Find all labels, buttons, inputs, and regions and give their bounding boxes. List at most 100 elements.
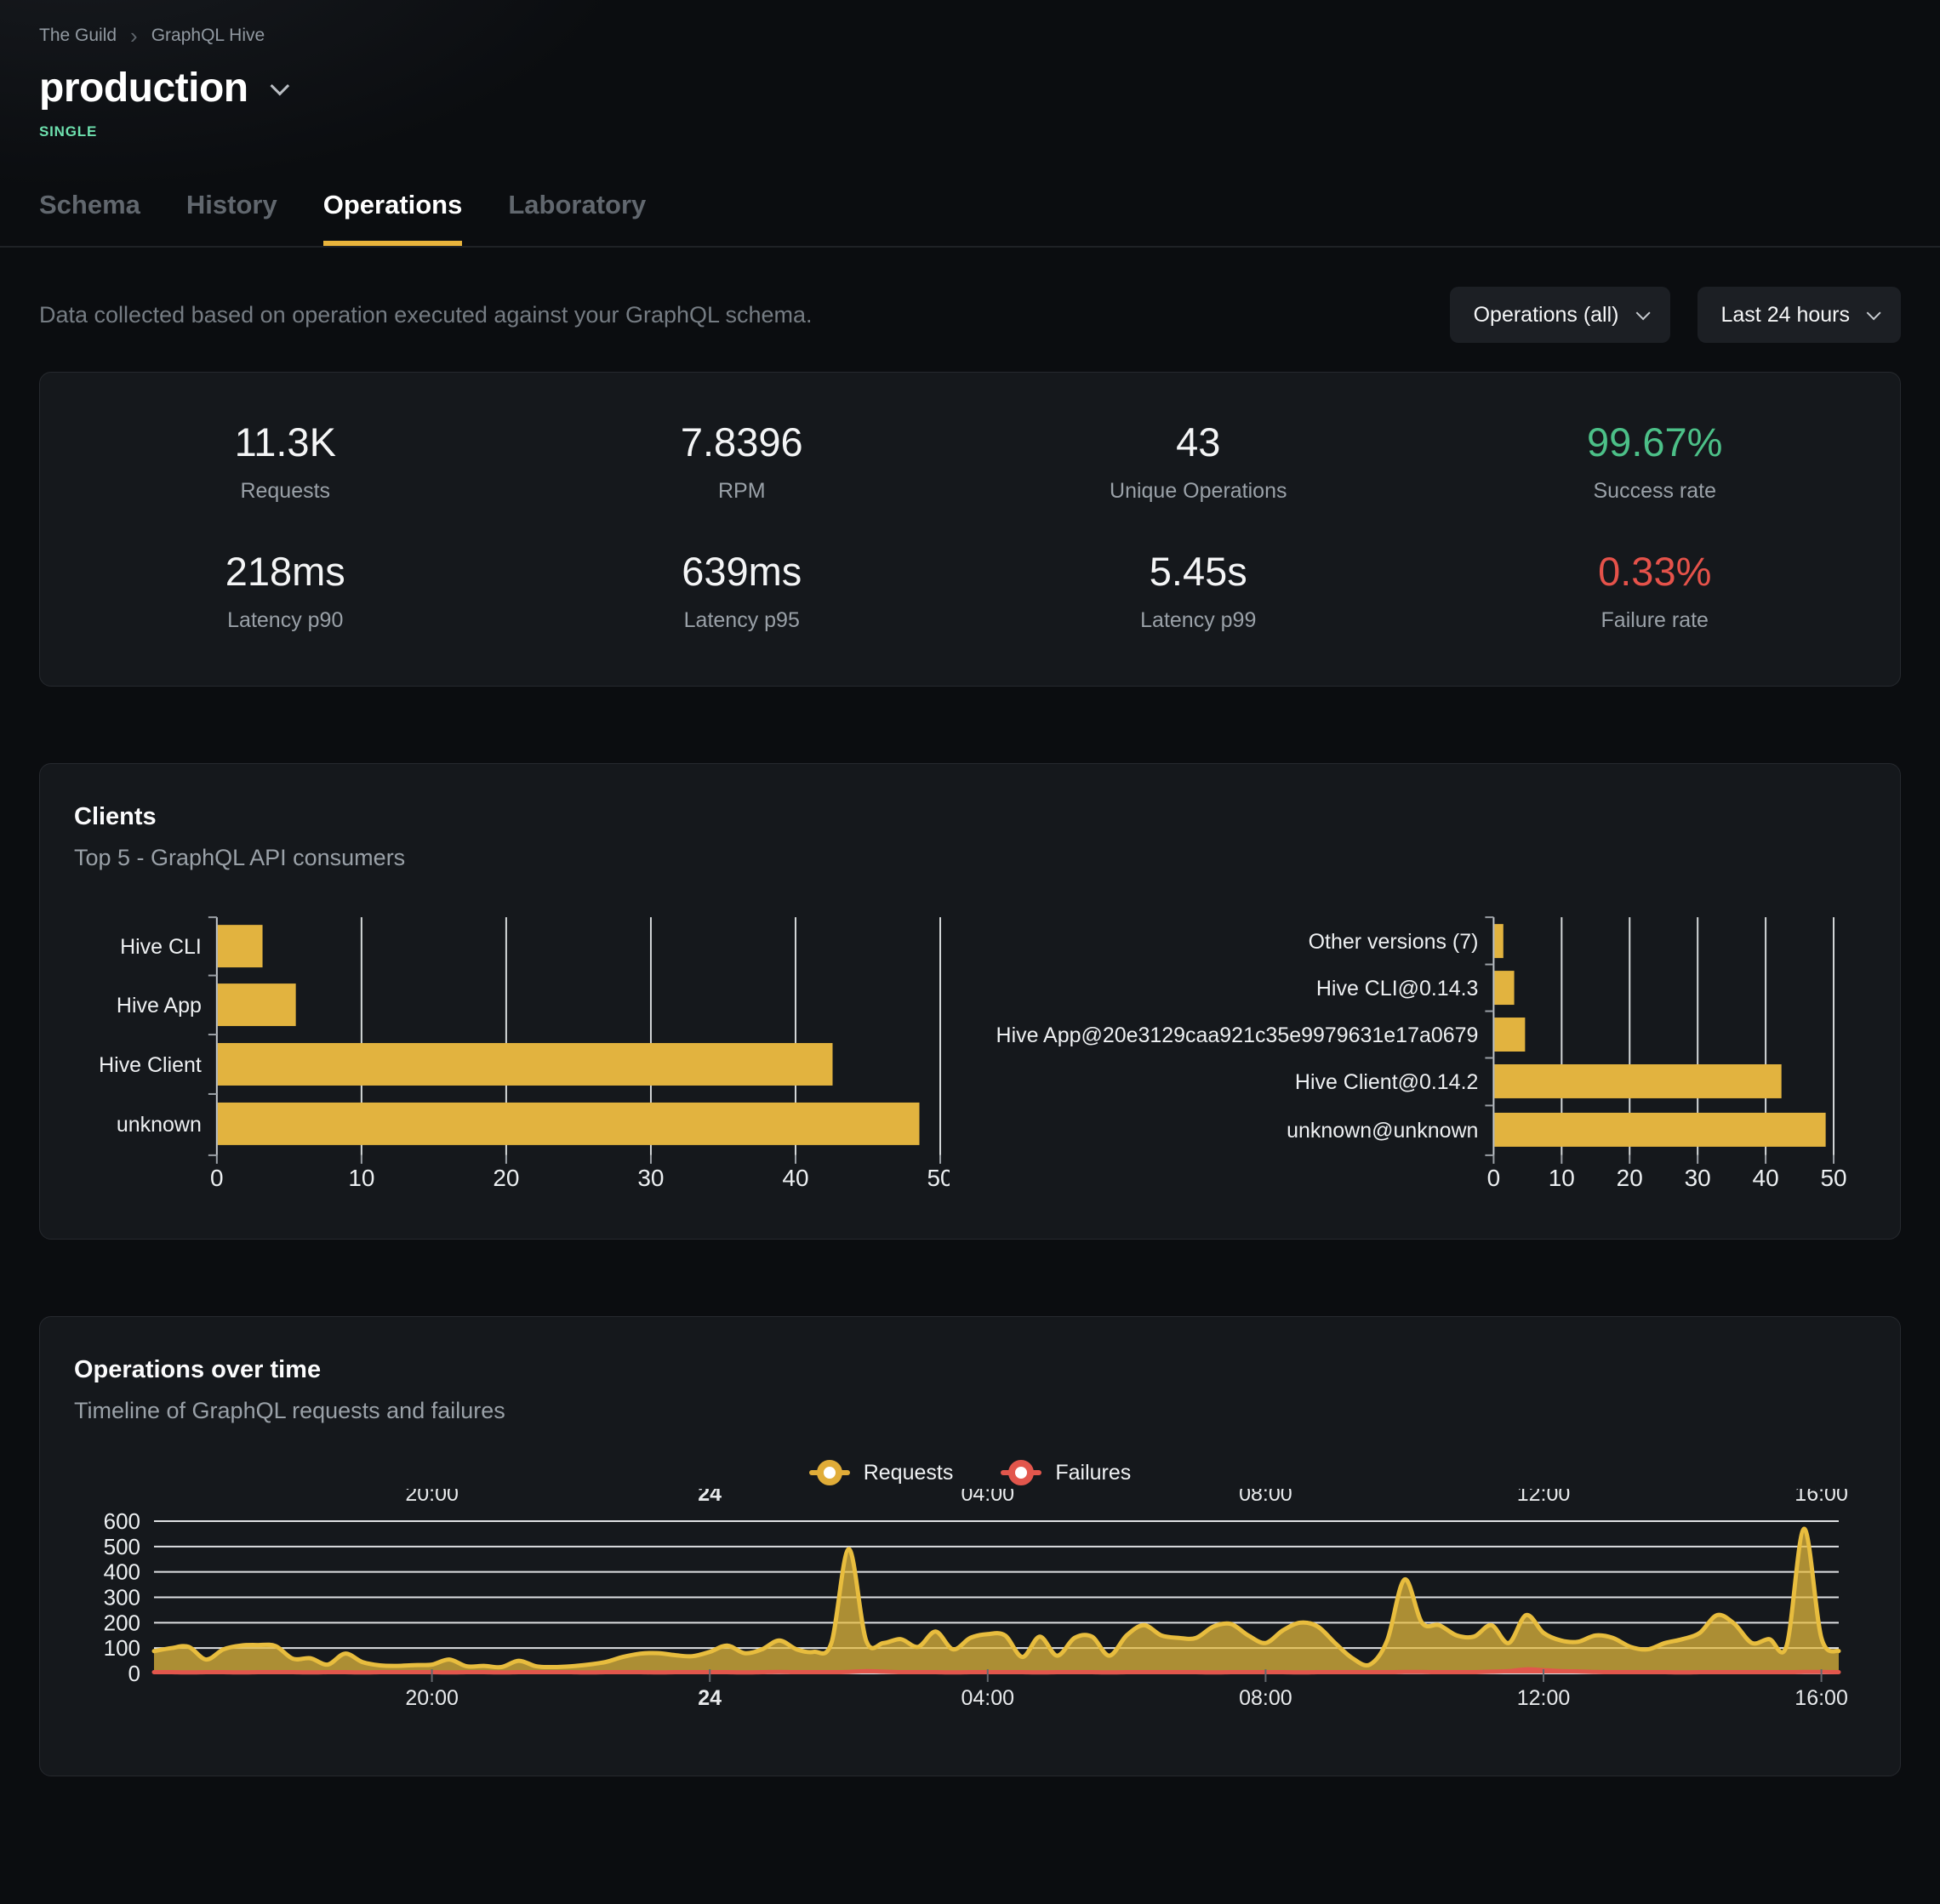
stat-requests: 11.3K Requests (57, 419, 514, 504)
svg-text:Hive CLI: Hive CLI (120, 935, 202, 959)
operations-timeline-area-chart: 20:00 20:00 24 24 04:00 04:00 08:00 08:00 12:00 1… (104, 1482, 1848, 1710)
svg-text:04:00: 04:00 (961, 1686, 1015, 1710)
svg-text:300: 300 (104, 1585, 140, 1610)
stat-value: 0.33% (1598, 549, 1712, 594)
svg-text:600: 600 (104, 1508, 140, 1534)
stat-latency-p90: 218ms Latency p90 (57, 548, 514, 633)
svg-text:16:00: 16:00 (1794, 1489, 1848, 1506)
breadcrumb-project[interactable]: GraphQL Hive (151, 26, 265, 45)
legend-label: Failures (1055, 1460, 1132, 1485)
stat-label: Failure rate (1600, 608, 1709, 632)
legend-item-failures[interactable]: Failures (1001, 1460, 1131, 1485)
stat-label: Latency p95 (683, 608, 800, 632)
svg-text:24: 24 (698, 1686, 722, 1710)
stat-latency-p99: 5.45s Latency p99 (970, 548, 1427, 633)
tab-operations[interactable]: Operations (322, 190, 463, 246)
svg-text:Other versions (7): Other versions (7) (1309, 930, 1479, 954)
toolbar: Data collected based on operation execut… (39, 287, 1901, 343)
period-filter-dropdown[interactable]: Last 24 hours (1697, 287, 1901, 343)
tab-history[interactable]: History (185, 190, 277, 219)
chevron-down-icon (1635, 305, 1651, 321)
timeline-legend: Requests Failures (74, 1460, 1866, 1485)
period-filter-label: Last 24 hours (1720, 302, 1851, 327)
stat-success-rate: 99.67% Success rate (1427, 419, 1884, 504)
tabs-divider (0, 246, 1940, 248)
svg-text:40: 40 (782, 1165, 808, 1191)
svg-text:12:00: 12:00 (1517, 1489, 1571, 1506)
stat-unique-operations: 43 Unique Operations (970, 419, 1427, 504)
stat-label: Requests (240, 479, 331, 503)
svg-text:400: 400 (104, 1559, 140, 1585)
clients-by-name-bar-chart: 0 10 20 30 40 50 Hive CLI Hive App Hive Client un… (99, 916, 950, 1191)
svg-text:12:00: 12:00 (1517, 1686, 1571, 1710)
svg-text:200: 200 (104, 1610, 140, 1635)
svg-text:100: 100 (104, 1635, 140, 1661)
legend-marker-icon (1001, 1460, 1042, 1485)
svg-text:0: 0 (128, 1661, 140, 1686)
operations-card-title: Operations over time (74, 1356, 322, 1383)
legend-marker-icon (808, 1460, 850, 1485)
clients-card-subtitle: Top 5 - GraphQL API consumers (74, 845, 406, 870)
chevron-down-icon (1866, 305, 1881, 321)
breadcrumb-separator-icon: › (130, 22, 138, 48)
tab-laboratory[interactable]: Laboratory (508, 190, 647, 219)
clients-card: Clients Top 5 - GraphQL API consumers 0 1… (39, 763, 1901, 1240)
toolbar-description: Data collected based on operation execut… (39, 301, 813, 328)
target-selector-chevron-down-icon[interactable] (270, 76, 289, 95)
breadcrumb: The Guild › GraphQL Hive (39, 0, 1901, 48)
svg-text:16:00: 16:00 (1794, 1686, 1848, 1710)
stat-value: 7.8396 (680, 419, 803, 465)
stat-label: RPM (717, 479, 766, 503)
stat-label: Latency p90 (227, 608, 344, 632)
svg-text:50: 50 (927, 1165, 950, 1191)
svg-text:20: 20 (493, 1165, 519, 1191)
stat-value: 639ms (682, 549, 802, 594)
legend-label: Requests (863, 1460, 954, 1485)
stat-label: Unique Operations (1110, 479, 1287, 503)
tab-schema[interactable]: Schema (39, 190, 140, 219)
stats-summary-card: 11.3K Requests 7.8396 RPM 43 Unique Oper… (39, 372, 1901, 687)
svg-text:30: 30 (637, 1165, 664, 1191)
svg-text:08:00: 08:00 (1239, 1489, 1292, 1506)
stat-value: 99.67% (1587, 419, 1723, 465)
stat-value: 11.3K (234, 419, 336, 465)
stat-latency-p95: 639ms Latency p95 (514, 548, 971, 633)
stat-failure-rate: 0.33% Failure rate (1427, 548, 1884, 633)
svg-text:0: 0 (210, 1165, 224, 1191)
svg-text:20: 20 (1617, 1165, 1643, 1191)
breadcrumb-org[interactable]: The Guild (39, 26, 117, 45)
svg-text:50: 50 (1820, 1165, 1846, 1191)
legend-item-requests[interactable]: Requests (808, 1460, 954, 1485)
clients-by-version-bar-chart: 0 10 20 30 40 50 Other versions (7) Hive CLI@0.… (996, 916, 1847, 1191)
operations-card-subtitle: Timeline of GraphQL requests and failure… (74, 1398, 505, 1423)
svg-text:0: 0 (1487, 1165, 1501, 1191)
stat-value: 43 (1176, 419, 1221, 465)
stat-value: 218ms (225, 549, 345, 594)
page-title: production (39, 66, 248, 111)
stat-label: Latency p99 (1140, 608, 1257, 632)
svg-text:40: 40 (1753, 1165, 1779, 1191)
tabs-nav: Schema History Operations Laboratory (39, 190, 1901, 246)
svg-text:20:00: 20:00 (405, 1489, 459, 1506)
svg-text:Hive App: Hive App (117, 994, 202, 1018)
stat-value: 5.45s (1149, 549, 1247, 594)
header: The Guild › GraphQL Hive production SING… (39, 0, 1901, 140)
svg-text:Hive Client: Hive Client (99, 1053, 202, 1077)
svg-text:08:00: 08:00 (1239, 1686, 1292, 1710)
target-type-badge: SINGLE (39, 123, 98, 140)
svg-text:10: 10 (1549, 1165, 1575, 1191)
svg-text:unknown@unknown: unknown@unknown (1287, 1119, 1478, 1143)
stat-label: Success rate (1593, 479, 1716, 503)
svg-text:Hive Client@0.14.2: Hive Client@0.14.2 (1295, 1070, 1479, 1094)
svg-text:Hive App@20e3129caa921c35e9979: Hive App@20e3129caa921c35e9979631e17a067… (996, 1023, 1479, 1047)
svg-text:04:00: 04:00 (961, 1489, 1015, 1506)
svg-text:20:00: 20:00 (405, 1686, 459, 1710)
page: The Guild › GraphQL Hive production SING… (0, 0, 1940, 1776)
operations-filter-label: Operations (all) (1473, 302, 1619, 327)
operations-filter-dropdown[interactable]: Operations (all) (1449, 287, 1670, 343)
svg-text:Hive CLI@0.14.3: Hive CLI@0.14.3 (1316, 977, 1479, 1000)
svg-text:500: 500 (104, 1534, 140, 1559)
clients-card-title: Clients (74, 803, 157, 830)
stat-rpm: 7.8396 RPM (514, 419, 971, 504)
operations-over-time-card: Operations over time Timeline of GraphQL… (39, 1316, 1901, 1776)
